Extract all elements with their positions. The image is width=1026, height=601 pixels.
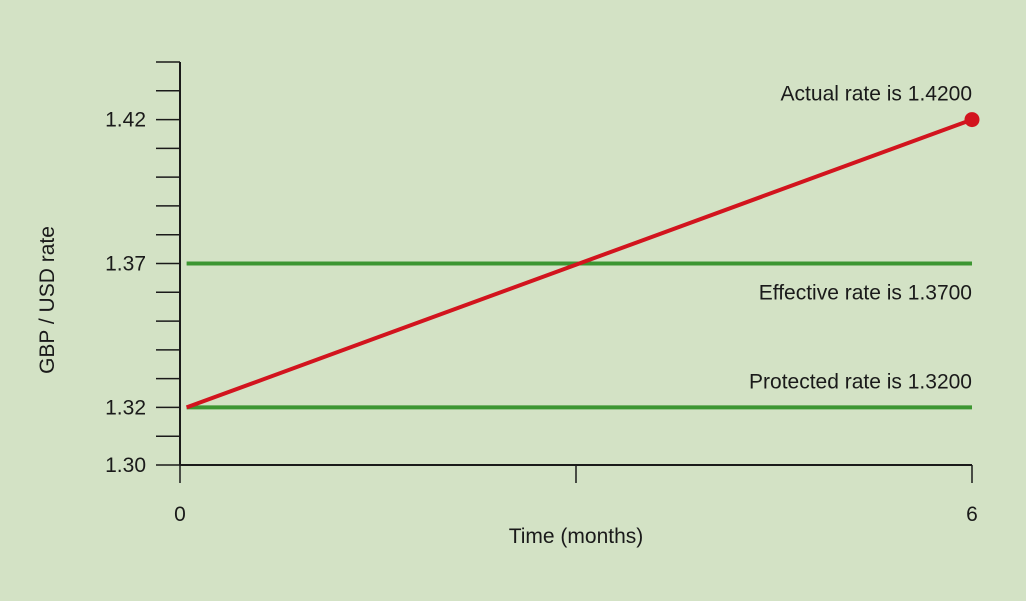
y-axis-title: GBP / USD rate (36, 226, 59, 374)
x-tick-label: 0 (174, 503, 186, 526)
annotation-label: Actual rate is 1.4200 (781, 83, 972, 106)
annotations: Actual rate is 1.4200 Effective rate is 1… (749, 83, 972, 394)
actual-rate-line (185, 117, 973, 410)
x-tick-label: 6 (966, 503, 978, 526)
y-axis: 1.30 1.32 1.37 1.42 (105, 61, 181, 477)
y-tick-label: 1.32 (105, 396, 146, 419)
series-group (185, 112, 980, 410)
y-tick-label: 1.42 (105, 109, 146, 132)
actual-rate-end-point (964, 112, 980, 128)
annotation-label: Protected rate is 1.3200 (749, 370, 972, 393)
x-axis-title: Time (months) (509, 525, 644, 548)
y-tick-label: 1.37 (105, 253, 146, 276)
annotation-label: Effective rate is 1.3700 (759, 282, 972, 305)
y-tick-label: 1.30 (105, 454, 146, 477)
